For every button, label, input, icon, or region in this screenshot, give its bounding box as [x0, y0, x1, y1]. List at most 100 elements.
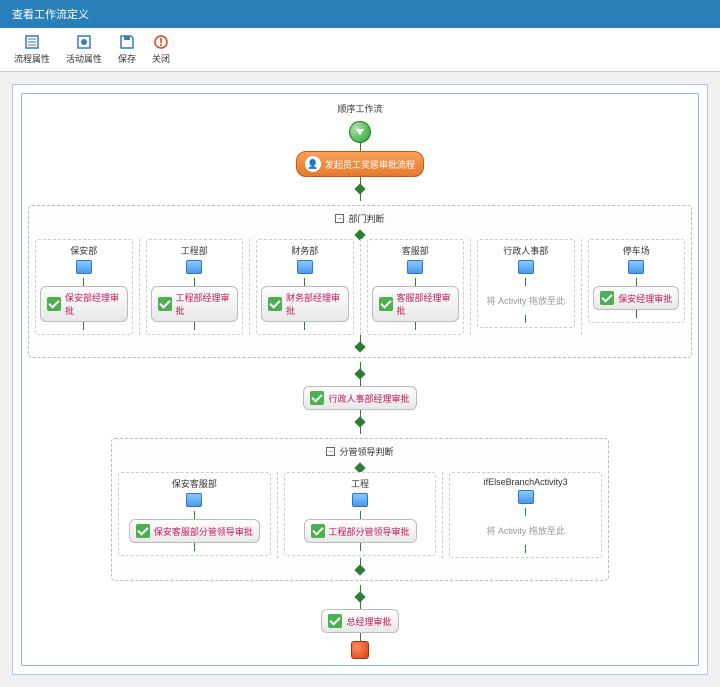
- approval-label: 保安客服部分管领导审批: [154, 525, 253, 538]
- workflow-title: 顺序工作流: [28, 100, 692, 117]
- branch-box[interactable]: ifElseBranchActivity3 将 Activity 拖放至此: [449, 472, 602, 558]
- branch-icon: [297, 260, 313, 274]
- group-label: 分管领导判断: [339, 445, 393, 458]
- save-icon: [119, 34, 135, 50]
- person-icon: 👤: [305, 156, 321, 172]
- approval-activity[interactable]: 工程部分管领导审批: [304, 519, 417, 543]
- drop-placeholder[interactable]: 将 Activity 拖放至此: [482, 286, 569, 315]
- check-icon: [600, 291, 614, 305]
- leader-branch-row: 保安客服部保安客服部分管领导审批工程工程部分管领导审批ifElseBranchA…: [118, 472, 602, 558]
- save-button[interactable]: 保存: [112, 32, 142, 67]
- branch-box[interactable]: 客服部客服部经理审批: [367, 239, 465, 335]
- toolbar-label: 流程属性: [14, 52, 50, 65]
- branch-icon: [407, 260, 423, 274]
- hr-approval-activity[interactable]: 行政人事部经理审批: [303, 386, 416, 410]
- activity-props-button[interactable]: 活动属性: [60, 32, 108, 67]
- branch-column: 工程部工程部经理审批: [146, 239, 244, 335]
- end-node[interactable]: [351, 641, 369, 659]
- branch-label: ifElseBranchActivity3: [484, 477, 568, 487]
- dept-decision-group[interactable]: − 部门判断 保安部保安部经理审批工程部工程部经理审批财务部财务部经理审批客服部…: [28, 205, 692, 358]
- check-icon: [47, 297, 61, 311]
- branch-label: 保安客服部: [172, 477, 217, 490]
- approval-activity[interactable]: 保安客服部分管领导审批: [129, 519, 260, 543]
- branch-box[interactable]: 保安客服部保安客服部分管领导审批: [118, 472, 271, 556]
- start-activity[interactable]: 👤 发起员工奖惩审批流程: [296, 151, 424, 177]
- branch-column: 客服部客服部经理审批: [367, 239, 465, 335]
- final-approval-activity[interactable]: 总经理审批: [321, 609, 398, 633]
- properties-icon: [24, 34, 40, 50]
- approval-activity[interactable]: 财务部经理审批: [261, 286, 349, 322]
- start-node[interactable]: [349, 121, 371, 143]
- collapse-icon[interactable]: −: [335, 214, 344, 223]
- branch-icon: [628, 260, 644, 274]
- branch-box[interactable]: 财务部财务部经理审批: [256, 239, 354, 335]
- group-label: 部门判断: [348, 212, 384, 225]
- branch-icon: [352, 493, 368, 507]
- approval-label: 财务部经理审批: [286, 291, 342, 317]
- title-bar: 查看工作流定义: [0, 0, 720, 28]
- branch-label: 客服部: [402, 244, 429, 257]
- window-title: 查看工作流定义: [12, 9, 89, 21]
- branch-column: 行政人事部将 Activity 拖放至此: [477, 239, 575, 335]
- check-icon: [310, 391, 324, 405]
- branch-label: 停车场: [623, 244, 650, 257]
- check-icon: [311, 524, 325, 538]
- branch-box[interactable]: 保安部保安部经理审批: [35, 239, 133, 335]
- branch-label: 财务部: [291, 244, 318, 257]
- check-icon: [379, 297, 393, 311]
- check-icon: [136, 524, 150, 538]
- branch-column: 工程工程部分管领导审批: [284, 472, 437, 558]
- toolbar-label: 活动属性: [66, 52, 102, 65]
- approval-activity[interactable]: 客服部经理审批: [372, 286, 460, 322]
- branch-label: 工程: [351, 477, 369, 490]
- branch-box[interactable]: 行政人事部将 Activity 拖放至此: [477, 239, 575, 328]
- collapse-icon[interactable]: −: [326, 447, 335, 456]
- toolbar-label: 保存: [118, 52, 136, 65]
- branch-column: ifElseBranchActivity3 将 Activity 拖放至此: [449, 472, 602, 558]
- branch-icon: [186, 493, 202, 507]
- approval-label: 工程部经理审批: [176, 291, 232, 317]
- branch-box[interactable]: 工程工程部分管领导审批: [284, 472, 437, 556]
- branch-label: 行政人事部: [503, 244, 548, 257]
- workflow-container: 顺序工作流 👤 发起员工奖惩审批流程 − 部门判断 保安部保安部经理审批工程部工…: [21, 93, 699, 666]
- branch-label: 保安部: [70, 244, 97, 257]
- workflow-canvas[interactable]: 顺序工作流 👤 发起员工奖惩审批流程 − 部门判断 保安部保安部经理审批工程部工…: [12, 84, 708, 675]
- branch-column: 停车场保安经理审批: [588, 239, 686, 335]
- branch-column: 保安部保安部经理审批: [35, 239, 133, 335]
- leader-decision-group[interactable]: − 分管领导判断 保安客服部保安客服部分管领导审批工程工程部分管领导审批ifEl…: [111, 438, 609, 581]
- approval-activity[interactable]: 保安部经理审批: [40, 286, 128, 322]
- approval-label: 客服部经理审批: [397, 291, 453, 317]
- approval-activity[interactable]: 保安经理审批: [593, 286, 679, 310]
- approval-label: 保安经理审批: [618, 292, 672, 305]
- toolbar-label: 关闭: [152, 52, 170, 65]
- check-icon: [158, 297, 172, 311]
- branch-icon: [518, 260, 534, 274]
- check-icon: [328, 614, 342, 628]
- process-props-button[interactable]: 流程属性: [8, 32, 56, 67]
- branch-box[interactable]: 停车场保安经理审批: [588, 239, 686, 323]
- close-icon: [153, 34, 169, 50]
- drop-placeholder[interactable]: 将 Activity 拖放至此: [482, 516, 569, 545]
- close-button[interactable]: 关闭: [146, 32, 176, 67]
- approval-label: 总经理审批: [346, 615, 391, 628]
- activity-icon: [76, 34, 92, 50]
- approval-label: 保安部经理审批: [65, 291, 121, 317]
- branch-icon: [518, 490, 534, 504]
- check-icon: [268, 297, 282, 311]
- branch-column: 财务部财务部经理审批: [256, 239, 354, 335]
- branch-column: 保安客服部保安客服部分管领导审批: [118, 472, 271, 558]
- branch-box[interactable]: 工程部工程部经理审批: [146, 239, 244, 335]
- branch-label: 工程部: [181, 244, 208, 257]
- group-header: − 分管领导判断: [118, 445, 602, 458]
- connector-diamond: [354, 183, 365, 194]
- toolbar: 流程属性 活动属性 保存 关闭: [0, 28, 720, 72]
- branch-icon: [76, 260, 92, 274]
- approval-activity[interactable]: 工程部经理审批: [151, 286, 239, 322]
- flow-column: 👤 发起员工奖惩审批流程 − 部门判断 保安部保安部经理审批工程部工程部经理审批…: [28, 121, 692, 659]
- approval-label: 行政人事部经理审批: [328, 392, 409, 405]
- approval-label: 工程部分管领导审批: [329, 525, 410, 538]
- group-header: − 部门判断: [35, 212, 685, 225]
- branch-icon: [186, 260, 202, 274]
- start-activity-label: 发起员工奖惩审批流程: [325, 158, 415, 171]
- dept-branch-row: 保安部保安部经理审批工程部工程部经理审批财务部财务部经理审批客服部客服部经理审批…: [35, 239, 685, 335]
